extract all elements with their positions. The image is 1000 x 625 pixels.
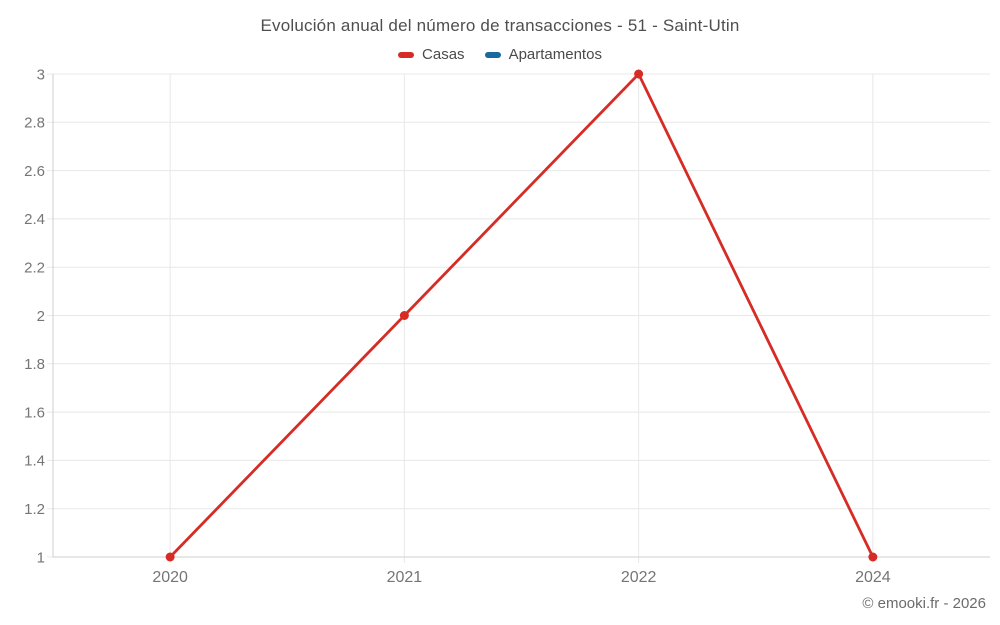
y-tick-label: 3 (37, 66, 45, 83)
y-tick-label: 1 (37, 549, 45, 566)
x-tick-label: 2024 (855, 569, 891, 586)
y-tick-label: 2.8 (24, 115, 45, 132)
legend: Casas Apartamentos (0, 46, 1000, 63)
y-tick-label: 2.6 (24, 163, 45, 180)
chart-title: Evolución anual del número de transaccio… (260, 16, 740, 35)
series-line-casas[interactable] (169, 72, 875, 558)
y-tick-label: 1.8 (24, 356, 45, 373)
data-point-casas[interactable] (399, 311, 409, 320)
legend-item-apartamentos[interactable]: Apartamentos (484, 46, 602, 63)
data-point-casas[interactable] (868, 552, 878, 562)
legend-label: Apartamentos (508, 46, 602, 63)
data-point-casas[interactable] (634, 69, 644, 79)
y-tick-label: 1.6 (24, 404, 45, 421)
legend-swatch-apartamentos (484, 51, 501, 58)
legend-item-casas[interactable]: Casas (398, 46, 465, 63)
watermark: © emooki.fr - 2026 (862, 595, 986, 612)
data-point-casas[interactable] (165, 552, 175, 562)
y-tick-label: 1.2 (24, 501, 45, 518)
x-tick-label: 2021 (387, 569, 423, 586)
x-tick-label: 2020 (152, 569, 188, 586)
y-tick-label: 2 (37, 308, 45, 325)
x-tick-label: 2022 (621, 569, 657, 586)
legend-label: Casas (422, 46, 465, 63)
y-tick-label: 2.2 (24, 259, 45, 276)
legend-swatch-casas (398, 51, 415, 58)
y-tick-label: 1.4 (24, 453, 45, 470)
y-tick-label: 2.4 (24, 211, 45, 228)
